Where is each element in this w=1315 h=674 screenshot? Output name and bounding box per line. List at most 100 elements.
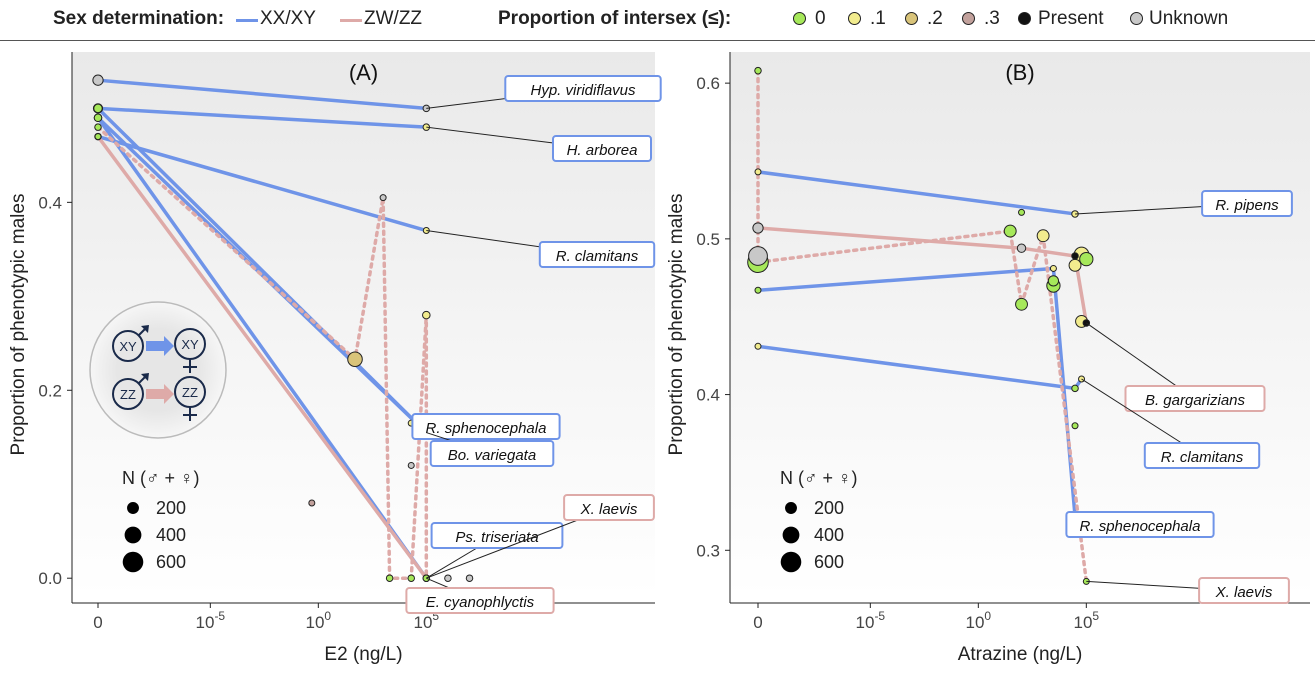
size-legend-title: N (♂ + ♀) [122,468,200,488]
species-label-text: R. pipens [1215,197,1279,214]
data-point [1071,384,1079,393]
x-tick-label: 0 [753,613,762,632]
y-tick-label: 0.6 [696,74,720,93]
data-point [748,246,768,266]
data-point [1015,297,1028,311]
panel-label: (A) [349,60,378,85]
data-point [754,168,762,176]
species-label-box [411,413,561,440]
series-line [97,106,427,129]
species-label-text: B. gargarizians [1145,392,1246,409]
size-legend-label: 200 [156,498,186,518]
y-tick-label: 0.5 [696,230,720,249]
data-point [1018,208,1026,216]
series-line [96,116,428,580]
legend-label-0: 0 [815,8,826,29]
species-label-box [430,522,564,549]
size-legend-dot [782,526,800,544]
size-legend-label: 600 [814,552,844,572]
legend-label-xxxy: XX/XY [260,8,316,29]
size-legend-dot [127,502,139,514]
legend-dot-02 [905,12,918,25]
species-label-text: Hyp. viridiflavus [530,82,636,99]
data-point [752,222,764,234]
species-label-box [563,494,655,521]
x-tick-label: 100 [966,609,992,632]
size-legend-dot [785,502,797,514]
data-point [754,342,762,350]
species-label-box [405,587,555,614]
x-tick-label: 105 [414,609,440,632]
icon-genotype-label: XY [119,339,137,354]
panel-label: (B) [1005,60,1034,85]
size-legend-dot [780,551,802,573]
species-label-box [429,440,555,467]
legend-label-01: .1 [870,8,886,29]
species-label-box [1198,577,1290,604]
species-label-box [1143,442,1261,469]
x-tick-label: 10-5 [196,609,226,632]
data-point [93,113,103,123]
size-legend-dot [122,551,144,573]
x-axis-title: Atrazine (ng/L) [958,644,1083,665]
data-point [385,574,394,582]
legend-label-unknown: Unknown [1149,8,1229,29]
legend-line-zwzz [340,19,362,22]
legend-dot-present [1018,12,1031,25]
series-line [96,135,428,580]
data-point [407,574,415,582]
species-label-box [504,75,662,102]
icon-genotype-label: XY [181,337,199,352]
legend-dot-03 [962,12,975,25]
size-legend-title: N (♂ + ♀) [780,468,858,488]
icon-genotype-label: ZZ [120,387,136,402]
data-point [308,499,316,507]
species-label-text: R. clamitans [1161,449,1244,466]
y-tick-label: 0.4 [38,193,62,212]
series-line [757,170,1076,216]
series-line [757,226,1089,324]
series-line [97,78,427,111]
y-tick-label: 0.3 [696,541,720,560]
species-label-text: X. laevis [580,501,638,518]
data-point [1003,224,1017,238]
data-point [1068,258,1082,272]
data-point [1036,229,1050,243]
reversal-arrow-icon [146,384,174,404]
legend-line-xxxy [236,19,258,22]
male-arrow-head [141,325,149,333]
legend-bar: Sex determination: XX/XY ZW/ZZ Proportio… [0,0,1315,41]
legend-label-02: .2 [927,8,943,29]
data-point [407,461,415,469]
species-label-text: Bo. variegata [448,447,536,464]
y-tick-label: 0.0 [38,569,62,588]
x-axis-title: E2 (ng/L) [324,644,402,665]
data-point [1071,422,1079,430]
species-label-text: Ps. triseriata [455,529,538,546]
y-tick-label: 0.2 [38,381,62,400]
data-point [1016,243,1027,253]
male-symbol-icon [112,378,144,410]
legend-dot-01 [848,12,861,25]
species-label-box [552,135,652,162]
x-tick-label: 100 [306,609,332,632]
x-tick-label: 105 [1074,609,1100,632]
species-label-box [1124,385,1266,412]
icon-genotype-label: ZZ [182,385,198,400]
data-point [1047,275,1060,287]
y-axis-title: Proportion of phenotypic males [8,194,29,456]
legend-dot-0 [793,12,806,25]
y-axis-title: Proportion of phenotypic males [666,194,687,456]
species-label-box [1201,190,1293,217]
size-legend-label: 400 [814,525,844,545]
legend-dot-unknown [1130,12,1143,25]
legend-label-present: Present [1038,8,1104,29]
data-point [465,574,474,582]
data-point [93,103,103,114]
size-legend-label: 600 [156,552,186,572]
sex-legend-title: Sex determination: [53,8,225,29]
species-label-text: R. clamitans [556,248,639,265]
panel-a: (A) 0.0 0.2 0.4 0 10-5 100 105 E2 (ng/L) Proporti… [8,52,662,665]
data-point [1071,252,1079,260]
male-arrow-head [141,373,149,381]
